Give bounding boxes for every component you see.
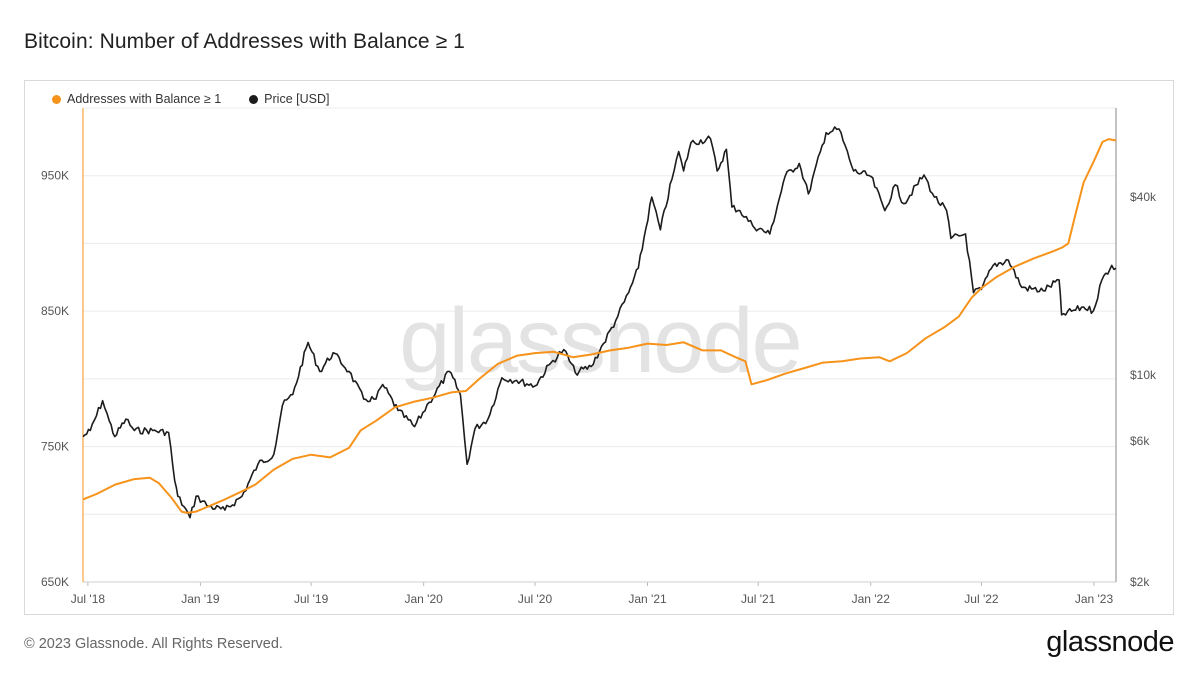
- legend-dot-addresses-icon: [52, 94, 61, 104]
- x-tick-label: Jul '18: [71, 592, 106, 606]
- series-line-addresses[interactable]: [82, 138, 1117, 514]
- y-left-tick-label: 750K: [41, 440, 69, 454]
- chart-title: Bitcoin: Number of Addresses with Balanc…: [24, 30, 465, 53]
- brand-logo: glassnode: [1046, 626, 1174, 658]
- x-tick-label: Jul '22: [964, 592, 999, 606]
- x-tick-label: Jan '19: [181, 592, 220, 606]
- x-tick-label: Jul '20: [518, 592, 553, 606]
- y-right-tick-label: $6k: [1130, 434, 1150, 448]
- legend-label-price: Price [USD]: [264, 92, 330, 106]
- legend-dot-price-icon: [249, 94, 259, 104]
- x-tick-label: Jan '21: [628, 592, 667, 606]
- legend-item-addresses[interactable]: Addresses with Balance ≥ 1: [52, 92, 221, 106]
- y-right-tick-label: $40k: [1130, 190, 1157, 204]
- chart-legend: Addresses with Balance ≥ 1 Price [USD]: [52, 92, 329, 106]
- footer-copyright: © 2023 Glassnode. All Rights Reserved.: [24, 636, 283, 652]
- x-tick-label: Jan '20: [404, 592, 443, 606]
- y-left-tick-label: 950K: [41, 169, 69, 183]
- chart-panel: [24, 80, 1174, 615]
- x-tick-label: Jul '21: [741, 592, 776, 606]
- tick-labels: 650K 750K 850K 950K $2k $6k $10k $40k Jul '18 Jan…: [41, 169, 1157, 606]
- x-tick-label: Jan '23: [1075, 592, 1114, 606]
- watermark-text: glassnode: [399, 290, 800, 392]
- y-right-tick-label: $2k: [1130, 575, 1150, 589]
- y-left-tick-label: 850K: [41, 304, 69, 318]
- legend-item-price[interactable]: Price [USD]: [249, 92, 329, 106]
- axes: [82, 108, 1117, 586]
- y-left-tick-label: 650K: [41, 575, 69, 589]
- y-right-tick-label: $10k: [1130, 368, 1157, 382]
- x-tick-label: Jul '19: [294, 592, 329, 606]
- series-line-price[interactable]: [82, 126, 1117, 519]
- x-tick-label: Jan '22: [852, 592, 891, 606]
- series: [82, 126, 1117, 519]
- legend-label-addresses: Addresses with Balance ≥ 1: [67, 92, 222, 106]
